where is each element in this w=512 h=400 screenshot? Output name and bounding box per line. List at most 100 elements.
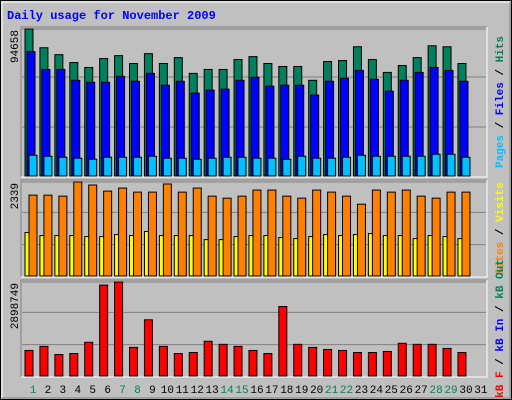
bar [327, 157, 337, 177]
y-tick-label: 2339 [10, 183, 22, 209]
bar [342, 195, 352, 277]
panel-border [20, 179, 487, 277]
bar [401, 155, 411, 177]
x-tick-label: 12 [191, 385, 204, 397]
bar [342, 156, 352, 177]
bar [233, 345, 243, 377]
bar [248, 349, 258, 377]
x-tick-label: 9 [149, 385, 156, 397]
bar [39, 345, 49, 377]
bar [263, 353, 273, 377]
bar [401, 189, 411, 277]
bar [252, 189, 262, 277]
legend-entry: kB F [495, 371, 507, 397]
bar [188, 352, 198, 377]
bar [73, 157, 83, 177]
bar [99, 284, 109, 377]
bar [192, 187, 202, 277]
bar [207, 157, 217, 177]
bar [367, 352, 377, 377]
bar [371, 155, 381, 177]
legend-entry: kB In [495, 319, 507, 352]
x-tick-label: 2 [45, 385, 52, 397]
bar [382, 350, 392, 377]
x-tick-label: 11 [176, 385, 190, 397]
bar [356, 154, 366, 177]
bar [24, 349, 34, 377]
x-tick-label: 26 [400, 385, 413, 397]
x-tick-label: 15 [235, 385, 248, 397]
bar [282, 195, 292, 277]
bar [129, 346, 139, 377]
bar [158, 345, 168, 377]
legend-separator: / [495, 352, 507, 372]
x-tick-label: 1 [30, 385, 37, 397]
x-tick-label: 23 [355, 385, 368, 397]
bar [147, 191, 157, 277]
bar [237, 156, 247, 177]
legend: Pages / Files / Hits [495, 36, 507, 168]
x-tick-label: 3 [60, 385, 67, 397]
legend: kB F / kB In / kB Out [495, 259, 507, 398]
bar [431, 153, 441, 177]
bar [267, 157, 277, 177]
y-tick-label: 2898749 [10, 283, 22, 329]
bar [267, 189, 277, 277]
bar [162, 157, 172, 177]
bar [446, 191, 456, 277]
bar [282, 158, 292, 177]
bar [118, 156, 128, 177]
x-tick-label: 6 [104, 385, 111, 397]
bar [147, 155, 157, 177]
x-tick-label: 31 [474, 385, 488, 397]
bar [28, 154, 38, 177]
x-tick-label: 27 [415, 385, 428, 397]
bar [58, 195, 68, 277]
bar [386, 191, 396, 277]
x-tick-label: 4 [74, 385, 81, 397]
x-tick-label: 13 [206, 385, 219, 397]
chart-title: Daily usage for November 2009 [7, 9, 216, 23]
bar [84, 341, 94, 377]
legend-entry: Sites [495, 242, 507, 275]
legend-entry: Visits [495, 182, 507, 222]
bar [278, 306, 288, 377]
bar [312, 157, 322, 177]
bar [69, 353, 79, 377]
bar [143, 319, 153, 377]
legend-entry: Files [495, 82, 507, 115]
bar [218, 343, 228, 377]
bar [88, 158, 98, 177]
bar [252, 157, 262, 177]
bar [203, 340, 213, 377]
panel-border [21, 180, 488, 278]
bar [118, 187, 128, 277]
legend-separator: / [495, 62, 507, 82]
bar [416, 195, 426, 277]
bar [88, 184, 98, 277]
legend-separator: / [495, 115, 507, 135]
bar [133, 191, 143, 277]
x-tick-label: 29 [444, 385, 457, 397]
legend: Sites / Visits [495, 182, 507, 274]
bar [356, 203, 366, 277]
bar [222, 197, 232, 277]
bar [461, 191, 471, 277]
bar [222, 156, 232, 177]
bar [323, 348, 333, 377]
bar [177, 191, 187, 277]
panel-border [21, 280, 488, 378]
bar [412, 343, 422, 377]
x-tick-label: 18 [280, 385, 293, 397]
bar [352, 352, 362, 377]
bar [312, 189, 322, 277]
bar [133, 156, 143, 177]
bar [103, 190, 113, 277]
bar [461, 156, 471, 177]
panel-border [20, 279, 487, 377]
x-tick-label: 7 [119, 385, 126, 397]
x-tick-label: 20 [310, 385, 323, 397]
bar [442, 347, 452, 377]
bar [427, 343, 437, 377]
